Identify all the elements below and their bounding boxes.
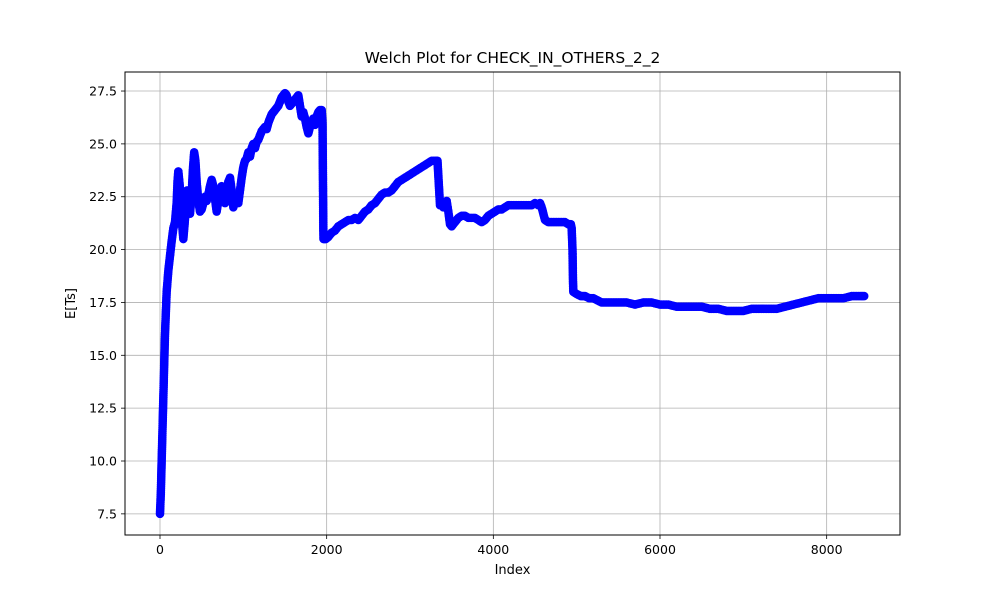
plot-area-frame xyxy=(124,71,901,536)
axis-ticks: 0 2000 4000 6000 8000 7.5 10.0 12.5 15.0 17.5 20.0… xyxy=(89,84,842,557)
y-tick-label: 7.5 xyxy=(97,506,117,521)
y-tick-label: 27.5 xyxy=(89,84,117,99)
x-tick-label: 6000 xyxy=(644,542,676,557)
y-tick-label: 17.5 xyxy=(89,295,117,310)
x-tick-label: 0 xyxy=(156,542,164,557)
y-axis-label: E[Ts] xyxy=(64,288,79,319)
chart-title: Welch Plot for CHECK_IN_OTHERS_2_2 xyxy=(365,49,661,68)
data-points xyxy=(155,88,869,519)
y-tick-label: 22.5 xyxy=(89,189,117,204)
x-tick-label: 4000 xyxy=(477,542,509,557)
grid-lines xyxy=(125,72,900,535)
x-axis-label: Index xyxy=(495,563,531,578)
y-tick-label: 12.5 xyxy=(89,401,117,416)
y-tick-label: 20.0 xyxy=(89,242,117,257)
y-tick-label: 15.0 xyxy=(89,348,117,363)
data-point xyxy=(859,291,869,301)
x-tick-label: 8000 xyxy=(811,542,843,557)
y-tick-label: 10.0 xyxy=(89,454,117,469)
y-tick-label: 25.0 xyxy=(89,136,117,151)
x-tick-label: 2000 xyxy=(311,542,343,557)
